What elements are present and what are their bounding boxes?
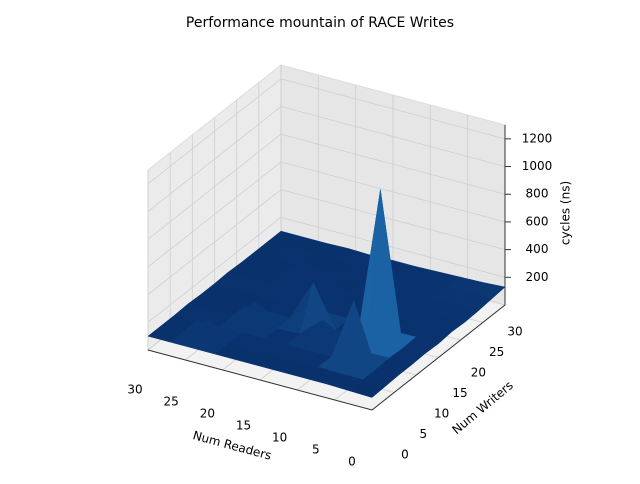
grid-line <box>147 78 282 185</box>
x-tick-label: 15 <box>236 419 251 433</box>
z-tick-label: 800 <box>526 187 549 201</box>
grid-line <box>280 78 506 140</box>
x-tick-label: 25 <box>164 395 179 409</box>
grid-line <box>147 216 282 323</box>
chart-title: Performance mountain of RACE Writes <box>186 15 454 31</box>
surface-face <box>349 379 386 398</box>
z-tick-label: 1200 <box>522 131 553 145</box>
y-tick-label: 15 <box>452 386 467 400</box>
grid-line <box>280 106 506 167</box>
floor-axes <box>147 304 506 411</box>
z-tick-label: 1000 <box>522 159 553 173</box>
y-tick-label: 5 <box>420 427 428 441</box>
z-tick-label: 200 <box>526 270 549 284</box>
grid-line <box>280 161 506 223</box>
y-tick-label: 25 <box>489 345 504 359</box>
grid-line <box>147 106 282 212</box>
z-tick-label: 600 <box>526 214 549 228</box>
x-tick-label: 10 <box>272 431 287 445</box>
y-tick-label: 30 <box>507 325 522 339</box>
grid-line <box>147 189 282 295</box>
grid-line <box>280 216 506 278</box>
x-axis-label: Num Readers <box>191 428 273 462</box>
grid-line <box>147 133 282 240</box>
x-tick-label: 5 <box>312 443 320 457</box>
x-tick-label: 0 <box>348 455 356 469</box>
z-tick-label: 400 <box>526 242 549 256</box>
grid-line <box>280 133 506 195</box>
y-tick-label: 0 <box>401 448 409 462</box>
x-tick-label: 30 <box>127 383 142 397</box>
z-axis-label: cycles (ns) <box>559 181 573 245</box>
x-tick-label: 20 <box>200 407 215 421</box>
grid-line <box>147 161 282 268</box>
y-tick-label: 20 <box>471 366 486 380</box>
y-tick-label: 10 <box>434 407 449 421</box>
grid-line <box>280 189 506 251</box>
